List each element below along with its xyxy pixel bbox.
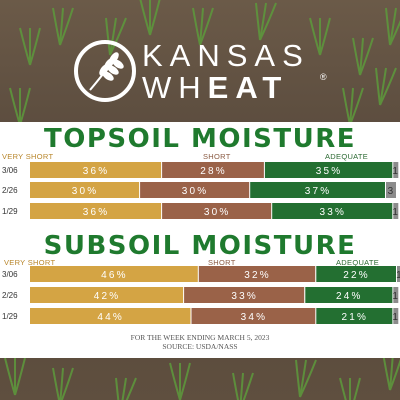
- topsoil-bar-segment: [272, 203, 393, 219]
- topsoil-legend-very-short: VERY SHORT: [2, 152, 54, 161]
- sprout-blade: [14, 357, 26, 396]
- sprout-blade: [239, 372, 244, 400]
- subsoil-bar-segment: [305, 287, 393, 303]
- topsoil-bar-label: 36%: [83, 166, 110, 177]
- topsoil-bar-segment: [30, 182, 140, 198]
- sprout-blade: [319, 17, 331, 56]
- topsoil-bar-segment: [386, 182, 396, 198]
- topsoil-bar-segment: [393, 203, 399, 219]
- logo-word-kansas: KANSAS: [142, 38, 310, 73]
- sprout-blade: [379, 67, 397, 106]
- topsoil-bar-segment: [264, 162, 393, 178]
- sprout-blade: [149, 0, 161, 36]
- subsoil-bar-label: 44%: [97, 312, 124, 323]
- sprout-blade: [125, 377, 137, 400]
- logo-circle: [74, 40, 136, 102]
- subsoil-row-label: 3/06: [2, 270, 18, 279]
- sprout-blade: [59, 7, 74, 46]
- sprout-blade: [59, 367, 64, 400]
- sprout-blade: [199, 7, 214, 46]
- topsoil-row-label: 2/26: [2, 186, 18, 195]
- topsoil-bar-label: 36%: [83, 207, 110, 218]
- subsoil-bar-label: 34%: [241, 312, 268, 323]
- subsoil-row-label: 1/29: [2, 312, 18, 321]
- subsoil-title: SUBSOIL MOISTURE: [43, 231, 357, 261]
- subsoil-bar-segment: [393, 287, 399, 303]
- sprout-blade: [242, 372, 254, 400]
- sprout-blade: [29, 27, 41, 66]
- subsoil-bar-segment: [316, 266, 396, 282]
- subsoil-bar-segment: [191, 308, 316, 324]
- subsoil-bar-label: 1: [396, 270, 400, 281]
- topsoil-bar-segment: [140, 182, 250, 198]
- logo-word-wh: WH: [142, 70, 208, 105]
- topsoil-row-label: 1/29: [2, 207, 18, 216]
- subsoil-bar-segment: [397, 266, 400, 282]
- sprout-blade: [353, 377, 361, 400]
- subsoil-bar-label: 33%: [231, 291, 258, 302]
- subsoil-bar-label: 21%: [341, 312, 368, 323]
- topsoil-bar-label: 30%: [204, 207, 231, 218]
- topsoil-row-label: 3/06: [2, 166, 18, 175]
- footer: FOR THE WEEK ENDING MARCH 5, 2023 SOURCE…: [0, 333, 400, 351]
- subsoil-bar-label: 42%: [94, 291, 121, 302]
- sprout-blade: [52, 367, 61, 400]
- subsoil-bar-label: 32%: [244, 270, 271, 281]
- logo-word-eat: EAT: [207, 70, 289, 105]
- topsoil-bar-label: 3: [388, 186, 396, 197]
- registered-mark: ®: [320, 72, 327, 82]
- subsoil-legend-short: SHORT: [208, 258, 236, 267]
- subsoil-legend-adequate: ADEQUATE: [336, 258, 380, 267]
- topsoil-bar-label: 1: [392, 166, 400, 177]
- sprout-blade: [115, 377, 120, 400]
- sprout-blade: [389, 358, 400, 391]
- sprout-blade: [359, 37, 374, 76]
- topsoil-bar-label: 1: [392, 207, 400, 218]
- subsoil-bar-segment: [30, 287, 184, 303]
- subsoil-bar-segment: [30, 308, 191, 324]
- footer-source: SOURCE: USDA/NASS: [162, 342, 238, 351]
- topsoil-bar-label: 33%: [319, 207, 346, 218]
- sprout-blade: [179, 362, 191, 400]
- subsoil-legend-very-short: VERY SHORT: [4, 258, 56, 267]
- topsoil-bar-label: 37%: [305, 186, 332, 197]
- footer-week: FOR THE WEEK ENDING MARCH 5, 2023: [130, 333, 270, 342]
- topsoil-bar-label: 28%: [200, 166, 227, 177]
- sprout-blade: [339, 377, 347, 400]
- subsoil-row-label: 2/26: [2, 291, 18, 300]
- subsoil-bar-label: 46%: [101, 270, 128, 281]
- sprout-blade: [60, 367, 74, 400]
- topsoil-bar-segment: [30, 203, 162, 219]
- topsoil-bar-label: 30%: [182, 186, 209, 197]
- sprout-blade: [121, 377, 127, 400]
- topsoil-bar-segment: [250, 182, 385, 198]
- subsoil-bar-segment: [184, 287, 305, 303]
- subsoil-bar-segment: [30, 266, 198, 282]
- topsoil-bar-label: 30%: [72, 186, 99, 197]
- topsoil-title: TOPSOIL MOISTURE: [43, 124, 357, 154]
- topsoil-bar-segment: [162, 162, 264, 178]
- sprout-blade: [389, 19, 400, 46]
- topsoil-bar-label: 35%: [316, 166, 343, 177]
- subsoil-bar-label: 1: [392, 312, 400, 323]
- kansas-wheat-logo: KANSAS WHEAT ®: [70, 36, 330, 112]
- wheat-icon: [89, 52, 124, 91]
- topsoil-legend-adequate: ADEQUATE: [325, 152, 369, 161]
- subsoil-bar-label: 24%: [336, 291, 363, 302]
- subsoil-bar-label: 22%: [343, 270, 370, 281]
- topsoil-bar-segment: [30, 162, 162, 178]
- topsoil-bar-segment: [162, 203, 272, 219]
- logo-word-wheat: WHEAT: [142, 70, 288, 106]
- subsoil-bar-segment: [316, 308, 393, 324]
- sprout-blade: [299, 359, 317, 398]
- sprout-blade: [259, 2, 277, 41]
- topsoil-bar-segment: [393, 162, 399, 178]
- topsoil-legend-short: SHORT: [203, 152, 231, 161]
- subsoil-bar-segment: [198, 266, 316, 282]
- subsoil-bar-segment: [393, 308, 399, 324]
- subsoil-bar-label: 1: [392, 291, 400, 302]
- sprout-blade: [232, 372, 240, 400]
